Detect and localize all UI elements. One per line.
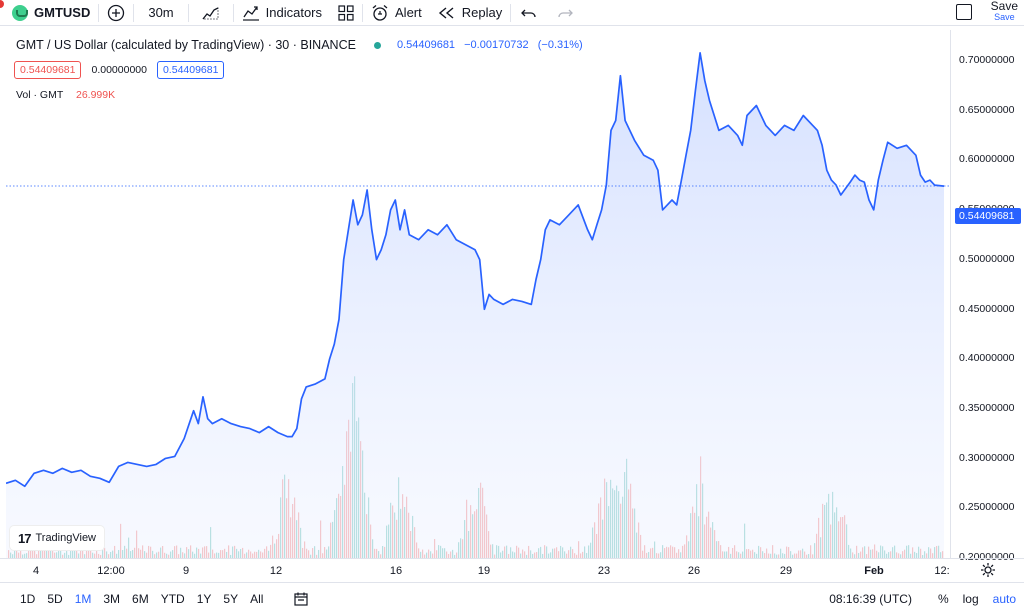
- market-status-dot-icon: [373, 41, 381, 49]
- plus-circle-icon: [108, 4, 125, 21]
- current-price-label: 0.54409681: [955, 207, 1021, 224]
- legend-change-pct: (−0.31%): [537, 39, 583, 51]
- range-button-5d[interactable]: 5D: [47, 591, 63, 606]
- grid-layout-icon: [338, 4, 354, 21]
- save-label: Save: [990, 0, 1018, 13]
- divider: [510, 3, 512, 22]
- price-chart[interactable]: [6, 30, 950, 558]
- utc-time-button[interactable]: 08:16:39 (UTC): [829, 592, 912, 606]
- price-tick-label: 0.35000000: [959, 401, 1015, 414]
- price-area-fill: [6, 52, 944, 558]
- legend-price: 0.54409681: [396, 39, 456, 51]
- undo-icon: [521, 9, 536, 17]
- price-line: [6, 52, 945, 488]
- auto-scale-toggle[interactable]: auto: [992, 592, 1016, 606]
- range-button-1m[interactable]: 1M: [74, 591, 92, 606]
- interval-button[interactable]: 30m: [134, 0, 187, 26]
- replay-button[interactable]: Replay: [430, 0, 510, 26]
- save-button[interactable]: Save Save: [990, 0, 1018, 23]
- price-tick-label: 0.60000000: [959, 153, 1015, 166]
- undo-button[interactable]: [511, 0, 547, 26]
- fullscreen-checkbox-icon[interactable]: [956, 4, 972, 20]
- indicators-label: Indicators: [265, 5, 323, 20]
- price-tick-label: 0.65000000: [959, 103, 1015, 116]
- bottom-right-controls: 08:16:39 (UTC) % log auto: [815, 583, 1016, 614]
- price-tick-label: 0.45000000: [959, 302, 1015, 315]
- price-tick-label: 0.40000000: [959, 352, 1015, 365]
- volume-label: Vol · GMT: [16, 89, 64, 101]
- time-tick-label: 23: [597, 565, 611, 577]
- price-tick-label: 0.50000000: [959, 252, 1015, 265]
- bid-ask-row: 0.54409681 0.00000000 0.54409681: [14, 61, 225, 79]
- range-button-1d[interactable]: 1D: [20, 591, 36, 606]
- range-button-6m[interactable]: 6M: [132, 591, 149, 606]
- tradingview-logo[interactable]: 17 TradingView: [10, 526, 105, 550]
- log-toggle[interactable]: log: [962, 592, 979, 606]
- time-tick-label: Feb: [864, 565, 884, 577]
- rewind-icon: [438, 6, 454, 19]
- bottom-bar: 1D 5D 1M 3M 6M YTD 1Y 5Y All 08:16:39 (UTC) % lo…: [0, 582, 1024, 614]
- chart-legend: GMT / US Dollar (calculated by TradingVi…: [16, 38, 589, 52]
- indicators-icon: [242, 5, 259, 21]
- gmt-logo-icon: [12, 4, 28, 21]
- range-button-3m[interactable]: 3M: [103, 591, 121, 606]
- price-tick-label: 0.70000000: [959, 54, 1015, 66]
- compare-symbol-button[interactable]: [99, 0, 133, 26]
- percent-toggle[interactable]: %: [937, 592, 949, 606]
- indicators-button[interactable]: Indicators: [234, 0, 330, 26]
- top-toolbar: GMTUSD 30m Indicators Alert Replay Save …: [0, 0, 1024, 26]
- legend-change: −0.00170732: [464, 39, 529, 51]
- time-tick-label: 16: [389, 565, 403, 577]
- price-axis[interactable]: 0.700000000.650000000.600000000.55000000…: [950, 30, 1024, 563]
- area-chart-icon: [201, 6, 219, 19]
- time-tick-label: 19: [477, 565, 491, 577]
- range-button-1y[interactable]: 1Y: [196, 591, 212, 606]
- replay-label: Replay: [461, 5, 503, 20]
- volume-legend: Vol · GMT 26.999K: [16, 89, 115, 101]
- divider: [98, 3, 100, 22]
- calendar-goto-icon[interactable]: [293, 591, 309, 607]
- divider: [133, 3, 135, 22]
- layouts-button[interactable]: [330, 0, 362, 26]
- time-tick-label: 12:: [934, 565, 950, 577]
- time-tick-label: 26: [687, 565, 701, 577]
- time-tick-label: 4: [32, 565, 40, 577]
- price-tick-label: 0.30000000: [959, 451, 1015, 464]
- divider: [362, 3, 364, 22]
- range-button-ytd[interactable]: YTD: [160, 591, 185, 606]
- redo-icon: [558, 9, 574, 17]
- bid-price-button[interactable]: 0.54409681: [14, 61, 82, 79]
- range-button-5y[interactable]: 5Y: [223, 591, 239, 606]
- chart-type-button[interactable]: [189, 0, 233, 26]
- save-sublabel: Save: [994, 12, 1015, 22]
- settings-gear-icon[interactable]: [980, 562, 996, 578]
- price-tick-label: 0.20000000: [959, 551, 1015, 563]
- redo-button[interactable]: [547, 0, 583, 26]
- notification-dot: [0, 0, 4, 8]
- tradingview-logo-text: TradingView: [35, 532, 97, 544]
- ask-price-button[interactable]: 0.54409681: [156, 61, 225, 79]
- time-tick-label: 9: [182, 565, 190, 577]
- divider: [232, 3, 234, 22]
- tradingview-mark-icon: 17: [18, 530, 32, 546]
- symbol-label: GMTUSD: [34, 5, 91, 20]
- symbol-search-button[interactable]: GMTUSD: [0, 0, 98, 26]
- time-axis[interactable]: 4 12:00 9 12 16 19 23 26 29 Feb 12:: [0, 558, 1024, 580]
- interval-label: 30m: [148, 5, 174, 20]
- legend-values: 0.54409681 −0.00170732 (−0.31%): [397, 39, 589, 51]
- chart-pane[interactable]: [6, 30, 950, 558]
- time-tick-label: 12:00: [97, 565, 125, 577]
- legend-title: GMT / US Dollar (calculated by TradingVi…: [16, 38, 356, 52]
- alert-label: Alert: [395, 5, 422, 20]
- date-range-group: 1D 5D 1M 3M 6M YTD 1Y 5Y All: [0, 592, 269, 606]
- alarm-clock-icon: [372, 4, 388, 21]
- spread-value: 0.00000000: [91, 64, 147, 76]
- range-button-all[interactable]: All: [250, 591, 264, 606]
- volume-value: 26.999K: [76, 89, 116, 101]
- alert-button[interactable]: Alert: [363, 0, 430, 26]
- time-tick-label: 29: [779, 565, 793, 577]
- divider: [187, 3, 189, 22]
- price-tick-label: 0.25000000: [959, 501, 1015, 514]
- time-tick-label: 12: [269, 565, 283, 577]
